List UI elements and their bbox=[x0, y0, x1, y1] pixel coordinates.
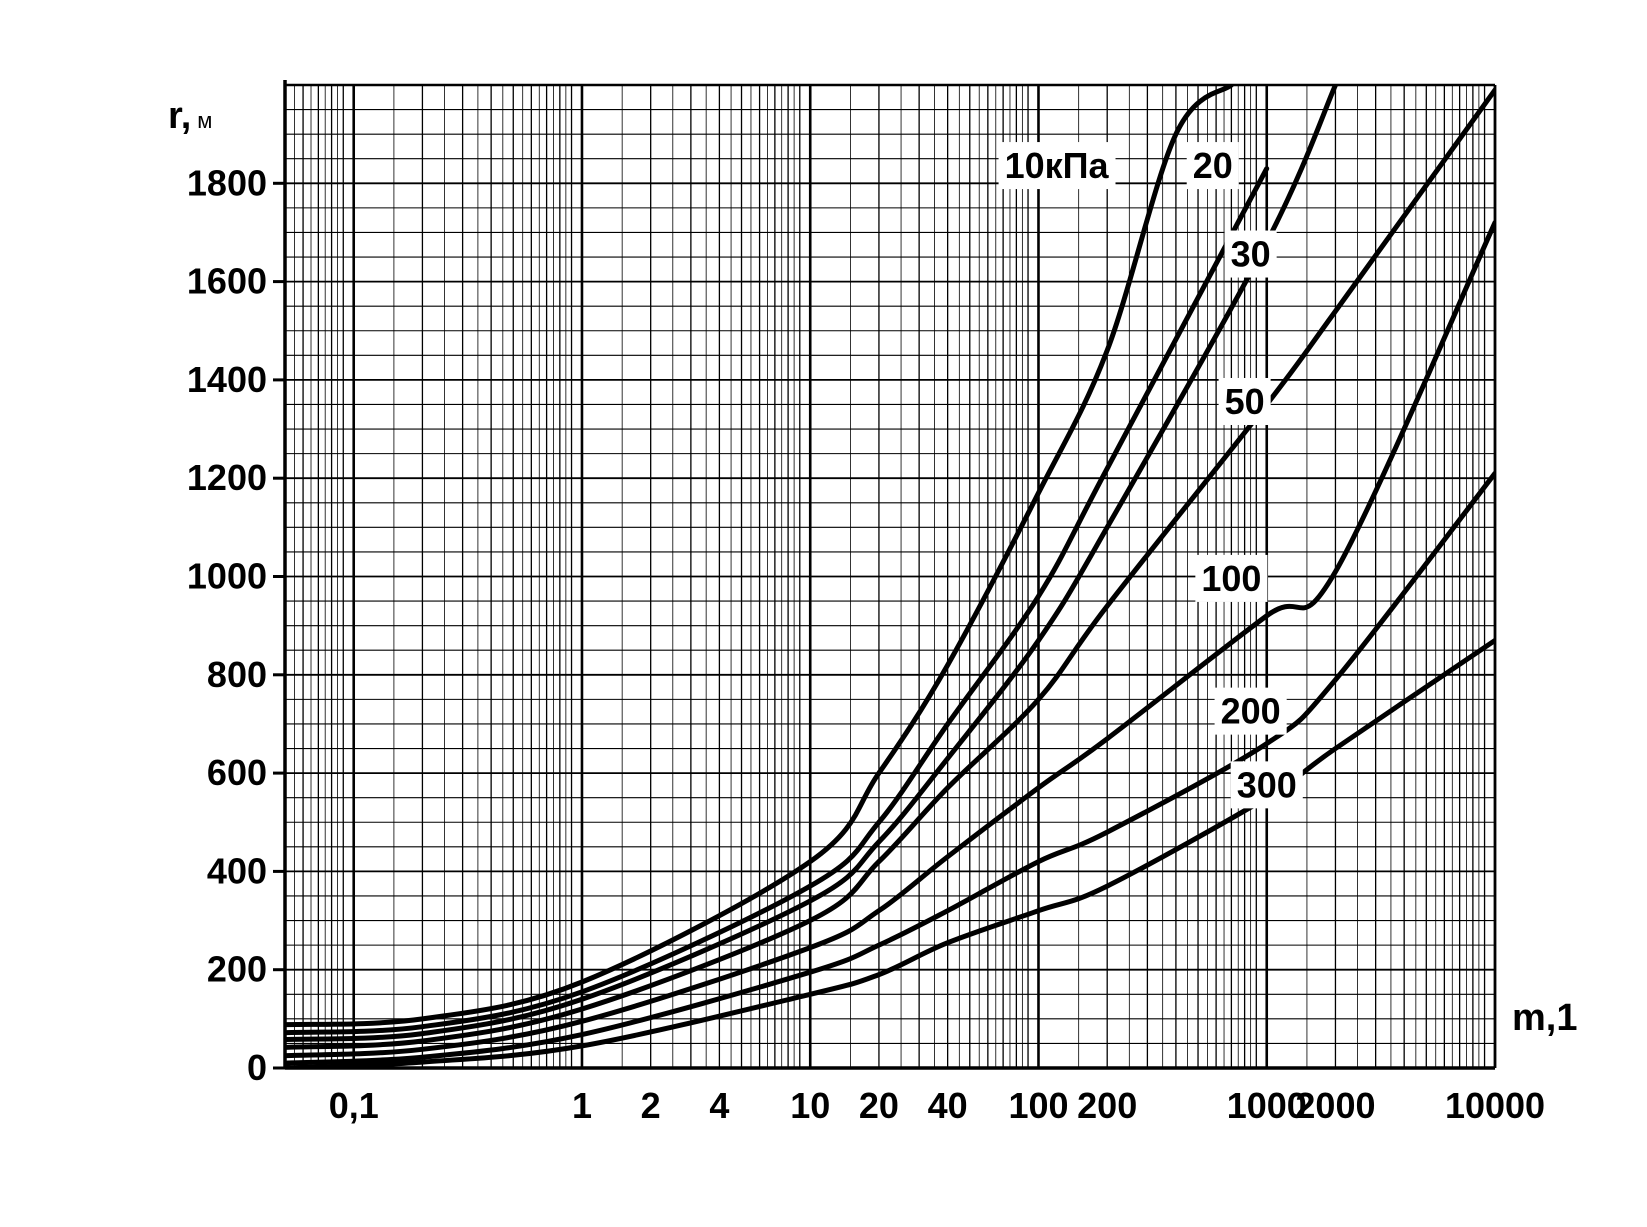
series-label-4: 100 bbox=[1195, 554, 1268, 602]
series-label-bg bbox=[1230, 761, 1303, 809]
x-tick-label: 2 bbox=[641, 1085, 661, 1126]
series-label-3: 50 bbox=[1218, 377, 1271, 425]
series-label-text: 20 bbox=[1193, 145, 1233, 186]
x-tick-label: 100 bbox=[1008, 1085, 1068, 1126]
series-label-1: 20 bbox=[1186, 142, 1239, 190]
series-label-bg bbox=[1186, 142, 1239, 190]
series-line-1 bbox=[285, 166, 1270, 1036]
x-tick-label: 1 bbox=[572, 1085, 592, 1126]
series-line-5 bbox=[285, 470, 1495, 1066]
y-tick-label: 1200 bbox=[187, 457, 267, 498]
x-tick-label: 1000 bbox=[1227, 1085, 1307, 1126]
series-label-text: 50 bbox=[1225, 381, 1265, 422]
series-line-0 bbox=[285, 85, 1234, 1028]
x-tick-label: 4 bbox=[709, 1085, 729, 1126]
series-label-bg bbox=[998, 142, 1116, 190]
series-label-0: 10кПа bbox=[998, 142, 1116, 190]
series-lines bbox=[285, 85, 1495, 1068]
y-tick-label: 400 bbox=[207, 850, 267, 891]
x-tick-label: 40 bbox=[928, 1085, 968, 1126]
series-label-bg bbox=[1214, 687, 1287, 735]
y-axis-label: r, м bbox=[168, 95, 212, 137]
series-label-6: 300 bbox=[1230, 761, 1303, 809]
series-label-text: 200 bbox=[1221, 691, 1281, 732]
x-tick-label: 10000 bbox=[1445, 1085, 1545, 1126]
x-axis-label: m,1 bbox=[1512, 997, 1577, 1039]
y-tick-label: 1600 bbox=[187, 261, 267, 302]
series-label-bg bbox=[1224, 230, 1277, 278]
series-label-text: 30 bbox=[1231, 234, 1271, 275]
axes bbox=[273, 80, 1497, 1070]
series-label-text: 10кПа bbox=[1005, 145, 1110, 186]
series-label-bg bbox=[1195, 554, 1268, 602]
series-label-bg bbox=[1218, 377, 1271, 425]
y-tick-label: 1400 bbox=[187, 359, 267, 400]
x-tick-label: 20 bbox=[859, 1085, 899, 1126]
series-line-4 bbox=[285, 220, 1495, 1059]
x-tick-label: 0,1 bbox=[329, 1085, 379, 1126]
series-label-2: 30 bbox=[1224, 230, 1277, 278]
x-tick-label: 200 bbox=[1077, 1085, 1137, 1126]
y-tick-label: 600 bbox=[207, 752, 267, 793]
x-tick-label: 2000 bbox=[1295, 1085, 1375, 1126]
y-tick-labels: 0 200 400 600 800 1000 1200 1400 1600 1800 bbox=[187, 162, 267, 1088]
series-line-3 bbox=[285, 87, 1495, 1050]
series-line-2 bbox=[285, 85, 1338, 1042]
y-axis-label-text: r, bbox=[168, 95, 191, 137]
series-label-5: 200 bbox=[1214, 687, 1287, 735]
series-label-text: 300 bbox=[1237, 764, 1297, 805]
series-label-text: 100 bbox=[1201, 558, 1261, 599]
y-tick-label: 200 bbox=[207, 949, 267, 990]
x-tick-label: 10 bbox=[790, 1085, 830, 1126]
y-tick-label: 1000 bbox=[187, 556, 267, 597]
y-tick-label: 1800 bbox=[187, 162, 267, 203]
y-tick-label: 800 bbox=[207, 654, 267, 695]
series-labels: 10кПа 20 30 50 100 200 300 bbox=[998, 142, 1303, 809]
y-tick-label: 0 bbox=[247, 1047, 267, 1088]
y-axis-unit: м bbox=[197, 108, 212, 133]
